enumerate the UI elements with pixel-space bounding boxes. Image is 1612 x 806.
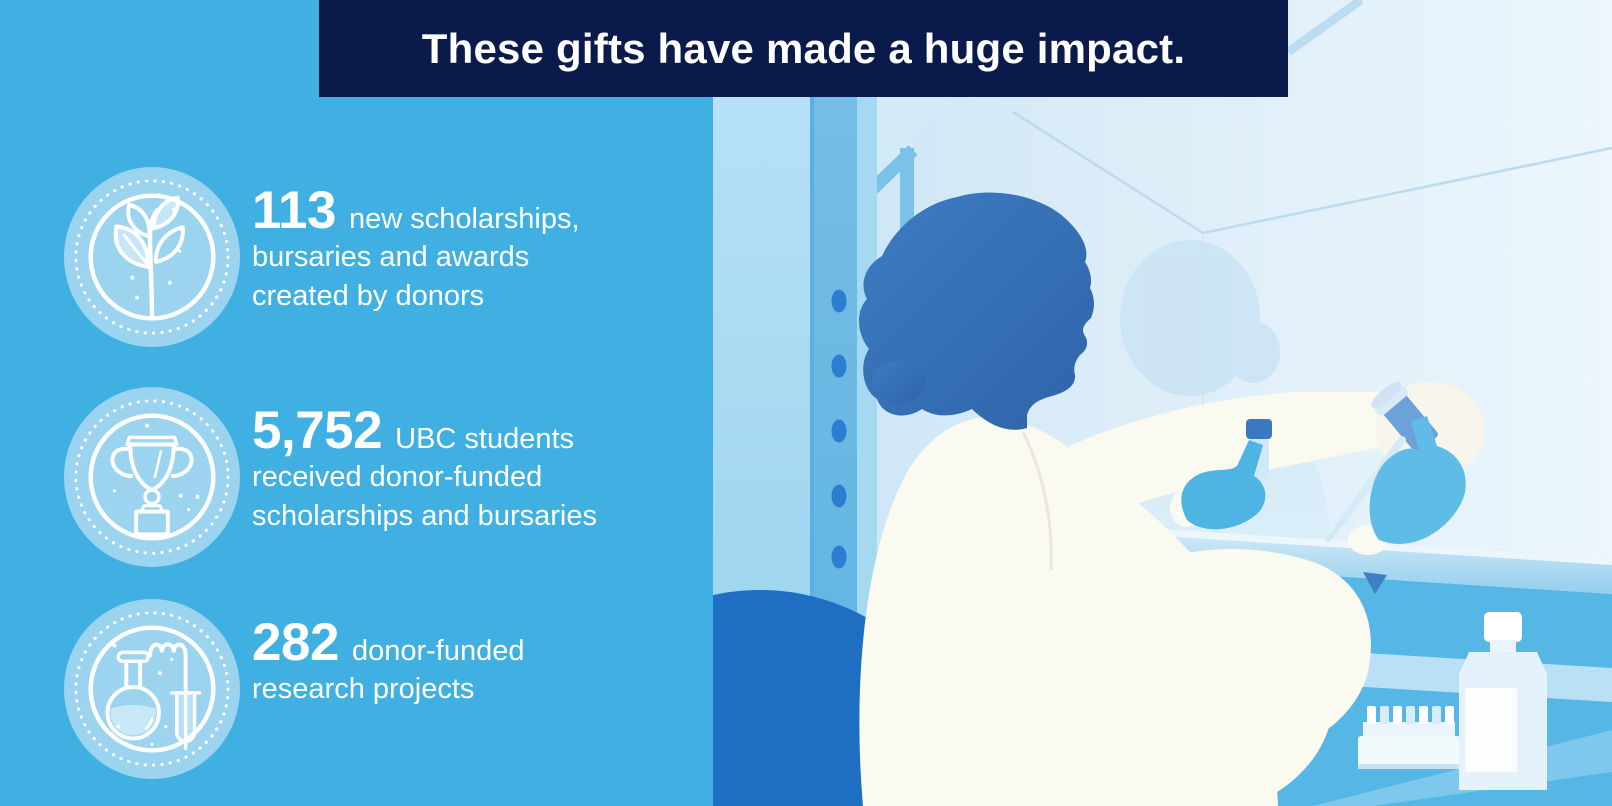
stat-label-line1: donor-funded	[351, 635, 525, 667]
stat-text-research: 282 donor-funded research projects	[252, 616, 524, 709]
tube-rack	[1358, 706, 1460, 769]
stat-row-research: 282 donor-funded research projects	[63, 598, 524, 780]
stat-label-line3: created by donors	[252, 279, 485, 312]
seedling-icon	[63, 166, 241, 348]
stat-label-line2: received donor-funded	[252, 461, 543, 493]
banner: These gifts have made a huge impact.	[319, 0, 1288, 97]
stat-row-students: 5,752 UBC students received donor-funded…	[63, 386, 597, 568]
stat-row-scholarships: 113 new scholarships, bursaries and awar…	[63, 166, 580, 348]
lab-illustration	[713, 0, 1612, 806]
stats-panel: 113 new scholarships, bursaries and awar…	[0, 0, 713, 806]
banner-title: These gifts have made a huge impact.	[421, 24, 1186, 72]
stat-value: 282	[252, 613, 339, 672]
frame-holes	[831, 289, 847, 569]
lab-illustration-svg	[713, 0, 1612, 806]
stat-label-line1: UBC students	[395, 423, 575, 455]
flask-icon	[63, 598, 241, 780]
stat-text-students: 5,752 UBC students received donor-funded…	[252, 404, 597, 535]
stat-value: 5,752	[252, 401, 383, 460]
hand-with-vial	[1170, 419, 1272, 530]
stat-text-scholarships: 113 new scholarships, bursaries and awar…	[252, 184, 580, 315]
stat-label-line2: bursaries and awards	[252, 241, 530, 273]
reagent-bottle	[1459, 612, 1547, 790]
stat-value: 113	[252, 181, 337, 240]
stat-label-line3: scholarships and bursaries	[252, 499, 597, 532]
trophy-icon	[63, 386, 241, 568]
stat-label-line1: new scholarships,	[349, 203, 580, 235]
scientist	[858, 192, 1485, 806]
hand-with-pipette	[1325, 381, 1485, 555]
stat-label-line2: research projects	[252, 673, 475, 705]
